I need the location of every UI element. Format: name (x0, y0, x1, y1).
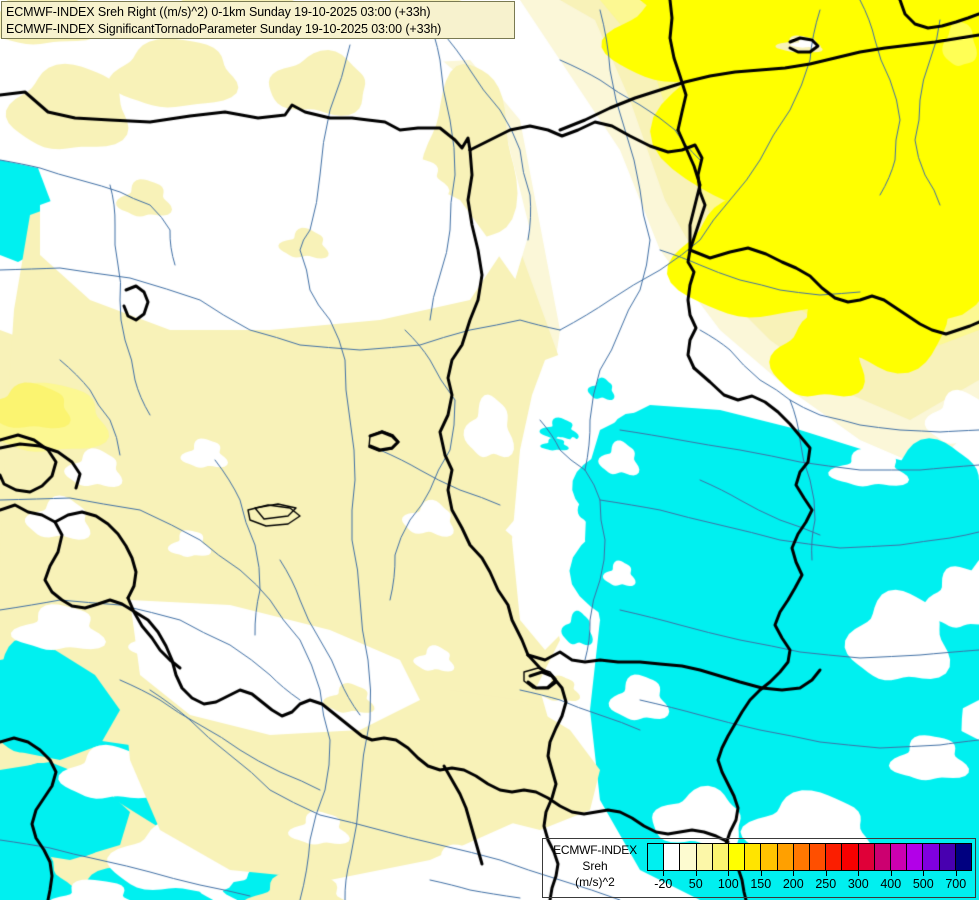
colorbar-tick-label-0: -20 (654, 877, 673, 891)
colorbar-tick-label-8: 500 (912, 877, 934, 891)
colorbar-tick-labels: -20 50 100 150 200 250 300 400 500 700 (647, 875, 972, 895)
map-title-box: ECMWF-INDEX Sreh Right ((m/s)^2) 0-1km S… (1, 1, 515, 39)
legend-colorbar-box: ECMWF-INDEX Sreh (m/s)^2 -20 50 100 150 200 2… (542, 838, 976, 898)
colorbar-tick-8 (923, 871, 925, 876)
colorbar-tick-label-7: 400 (880, 877, 902, 891)
colorbar-swatch-14 (874, 844, 892, 870)
colorbar-swatch-5 (729, 844, 746, 870)
colorbar-swatch-13 (858, 844, 875, 870)
colorbar-tick-label-6: 300 (847, 877, 869, 891)
colorbar-tick-7 (890, 871, 892, 876)
colorbar-tick-1 (695, 871, 697, 876)
colorbar-tick-4 (793, 871, 795, 876)
colorbar-tick-3 (760, 871, 762, 876)
colorbar-tickmarks (647, 871, 972, 877)
colorbar-tick-label-5: 250 (815, 877, 837, 891)
colorbar-swatch-4 (712, 844, 730, 870)
colorbar-tick-label-9: 700 (945, 877, 967, 891)
colorbar-swatch-16 (907, 844, 924, 870)
colorbar-swatch-0 (648, 844, 665, 870)
colorbar[interactable] (647, 843, 972, 871)
colorbar-swatch-1 (664, 844, 681, 870)
colorbar-tick-label-2: 100 (717, 877, 739, 891)
legend-model-label: ECMWF-INDEX (553, 843, 637, 857)
colorbar-tick-label-1: 50 (688, 877, 703, 891)
colorbar-swatch-6 (745, 844, 762, 870)
colorbar-swatch-9 (793, 844, 811, 870)
colorbar-swatch-17 (923, 844, 940, 870)
colorbar-tick-0 (663, 871, 665, 876)
colorbar-swatch-10 (810, 844, 827, 870)
colorbar-tick-2 (728, 871, 730, 876)
colorbar-tick-5 (825, 871, 827, 876)
colorbar-swatch-15 (891, 844, 908, 870)
colorbar-swatch-19 (955, 844, 972, 870)
map-title-line-1: ECMWF-INDEX Sreh Right ((m/s)^2) 0-1km S… (6, 5, 431, 19)
colorbar-swatch-12 (842, 844, 859, 870)
colorbar-swatch-11 (826, 844, 843, 870)
legend-units-label: (m/s)^2 (575, 875, 615, 889)
colorbar-swatch-3 (696, 844, 713, 870)
legend-label-group: ECMWF-INDEX Sreh (m/s)^2 (545, 842, 645, 890)
colorbar-swatch-18 (939, 844, 956, 870)
colorbar-swatch-8 (777, 844, 794, 870)
colorbar-tick-6 (858, 871, 860, 876)
colorbar-swatch-7 (761, 844, 778, 870)
colorbar-tick-label-4: 200 (782, 877, 804, 891)
colorbar-tick-label-3: 150 (750, 877, 772, 891)
colorbar-tick-9 (955, 871, 957, 876)
colorbar-swatch-2 (680, 844, 697, 870)
map-title-line-2: ECMWF-INDEX SignificantTornadoParameter … (6, 22, 442, 36)
legend-variable-label: Sreh (582, 859, 608, 873)
